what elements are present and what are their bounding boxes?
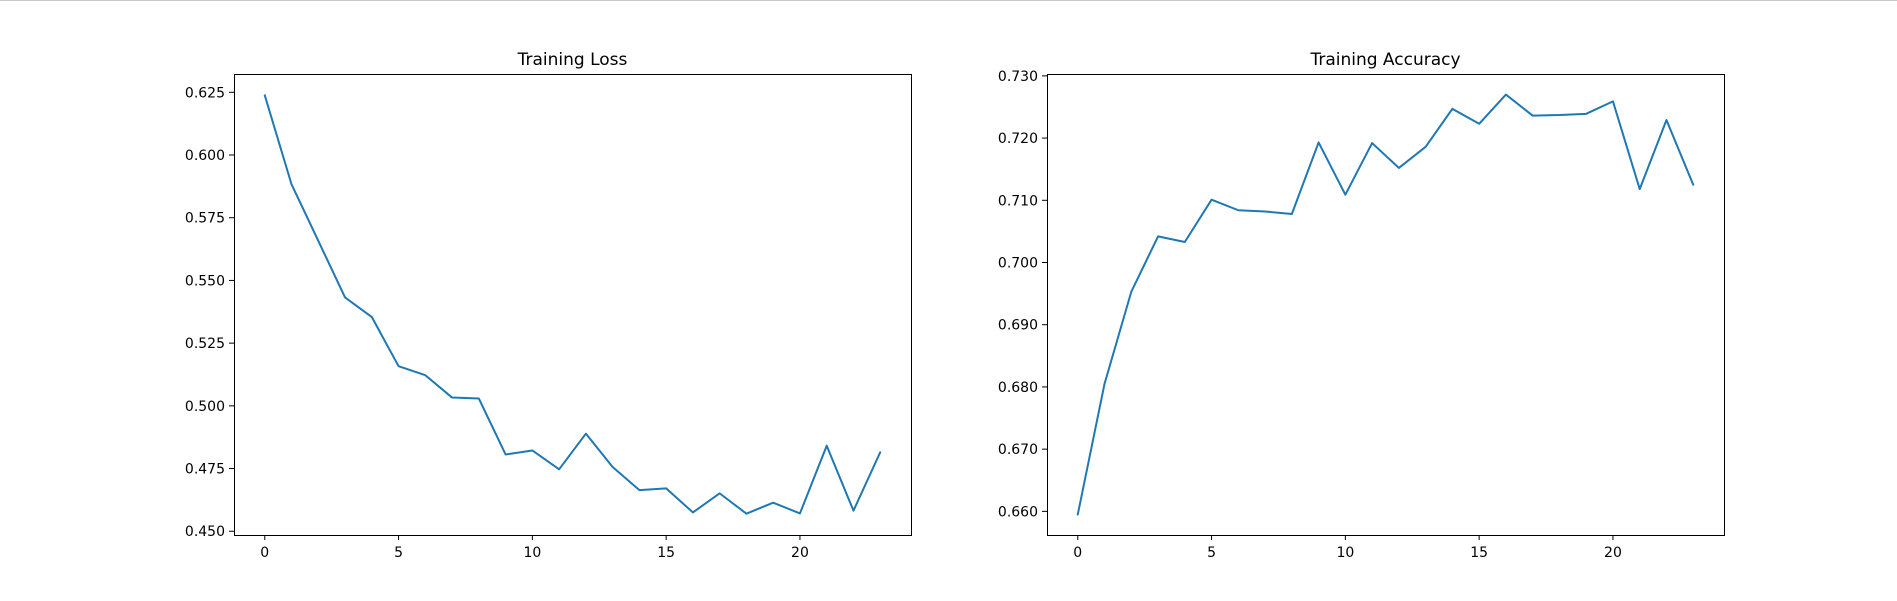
top-border xyxy=(0,0,1897,1)
training-accuracy-series-line xyxy=(1076,93,1695,516)
y-tick-label: 0.575 xyxy=(185,211,225,227)
chart-title: Training Loss xyxy=(517,50,628,70)
chart-title: Training Accuracy xyxy=(1309,50,1460,70)
x-tick-label: 15 xyxy=(657,545,675,561)
y-tick-label: 0.700 xyxy=(998,256,1038,272)
y-tick-label: 0.600 xyxy=(185,148,225,164)
x-tick-label: 5 xyxy=(394,545,403,561)
training-accuracy-axes-frame xyxy=(1047,74,1725,536)
y-tick-label: 0.720 xyxy=(998,131,1038,147)
x-tick-label: 0 xyxy=(1073,545,1082,561)
y-tick-label: 0.500 xyxy=(185,399,225,415)
y-tick-label: 0.625 xyxy=(185,85,225,101)
y-tick-label: 0.475 xyxy=(185,462,225,478)
training-loss-panel: Training Loss 0 5 10 15 20 0.450 0.475 0.500 0.5… xyxy=(185,50,912,561)
training-loss-axes-frame xyxy=(234,74,912,536)
x-tick-label: 20 xyxy=(1604,545,1622,561)
x-tick-label: 10 xyxy=(523,545,541,561)
y-tick-label: 0.660 xyxy=(998,504,1038,520)
training-loss-marks: 0 5 10 15 20 0.450 0.475 0.500 0.525 0.550 0.575 0.… xyxy=(185,74,912,561)
x-tick-label: 20 xyxy=(791,545,809,561)
y-tick-label: 0.710 xyxy=(998,193,1038,209)
training-accuracy-panel: Training Accuracy 0 5 10 15 20 0.660 0.670 0.68… xyxy=(998,50,1725,561)
x-tick-label: 15 xyxy=(1470,545,1488,561)
y-tick-label: 0.450 xyxy=(185,524,225,540)
y-tick-label: 0.730 xyxy=(998,69,1038,85)
x-tick-label: 5 xyxy=(1207,545,1216,561)
y-tick-label: 0.690 xyxy=(998,318,1038,334)
x-tick-label: 10 xyxy=(1336,545,1354,561)
x-tick-label: 0 xyxy=(260,545,269,561)
training-accuracy-marks: 0 5 10 15 20 0.660 0.670 0.680 0.690 0.700 0.710 0.… xyxy=(998,69,1725,561)
y-tick-label: 0.670 xyxy=(998,442,1038,458)
y-tick-label: 0.550 xyxy=(185,273,225,289)
training-loss-series-line xyxy=(263,94,882,515)
y-tick-label: 0.680 xyxy=(998,380,1038,396)
y-tick-label: 0.525 xyxy=(185,336,225,352)
